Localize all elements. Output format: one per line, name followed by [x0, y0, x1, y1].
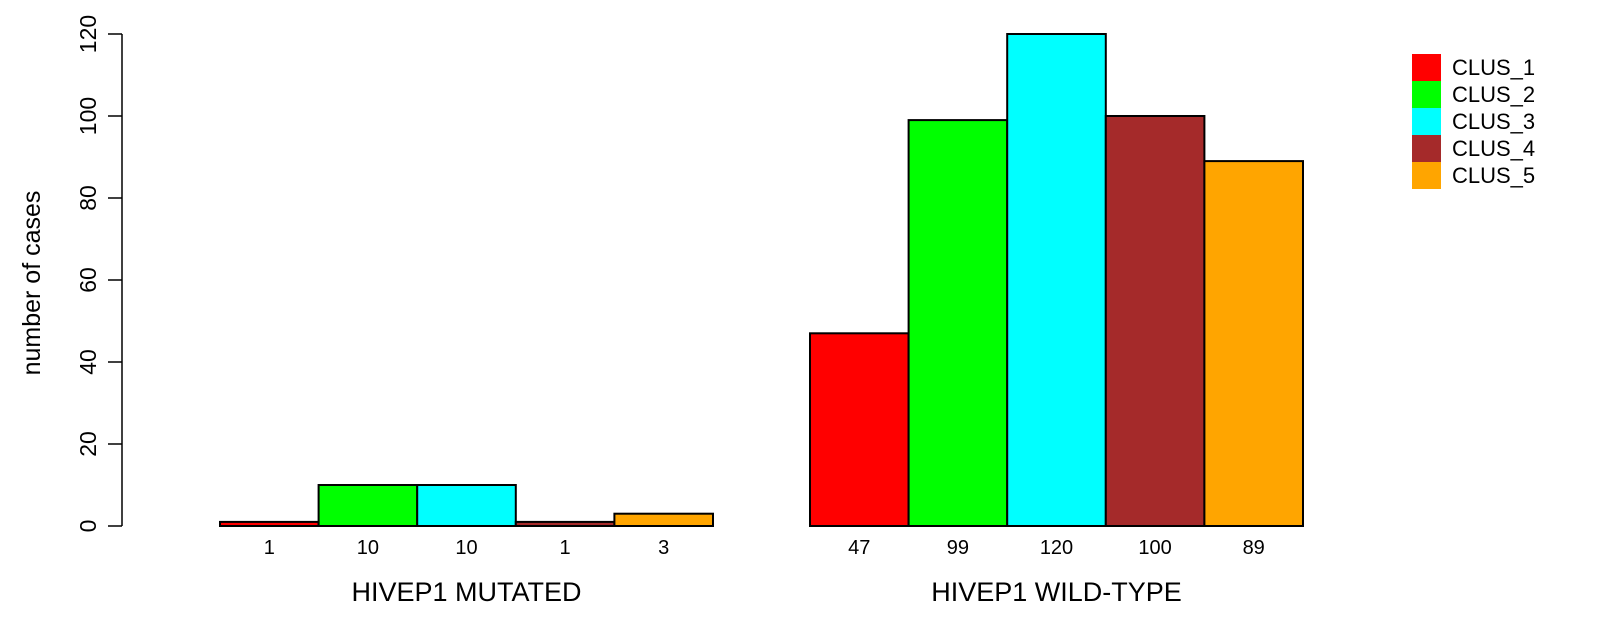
- bar: [1006, 33, 1107, 527]
- bar: [514, 520, 616, 528]
- y-tick-label: 100: [75, 97, 101, 135]
- bar: [416, 484, 517, 527]
- legend-swatch: [1412, 54, 1441, 81]
- legend-label: CLUS_2: [1452, 82, 1535, 107]
- legend-label: CLUS_5: [1452, 163, 1535, 188]
- y-tick-label: 40: [75, 349, 101, 375]
- bar-value-label: 100: [1138, 537, 1171, 559]
- y-axis: 0 20 40 60 80 100 120: [75, 15, 123, 533]
- y-tick-label: 120: [75, 15, 101, 53]
- bar: [907, 119, 1009, 527]
- bar-value-label: 120: [1040, 537, 1073, 559]
- legend-label: CLUS_1: [1452, 55, 1535, 80]
- bar-value-label: 99: [947, 537, 969, 559]
- legend-swatch: [1412, 162, 1441, 189]
- legend-label: CLUS_4: [1452, 136, 1535, 161]
- y-tick-label: 20: [75, 431, 101, 457]
- bar-value-label: 10: [357, 537, 379, 559]
- group-label: HIVEP1 MUTATED: [351, 577, 581, 607]
- bar-value-label: 1: [560, 537, 571, 559]
- y-tick-label: 60: [75, 267, 101, 293]
- y-tick-label: 80: [75, 185, 101, 211]
- bar-value-label: 89: [1243, 537, 1265, 559]
- bar-value-label: 3: [658, 537, 669, 559]
- bar: [317, 484, 419, 527]
- group-label: HIVEP1 WILD-TYPE: [931, 577, 1182, 607]
- bar-value-label: 10: [455, 537, 477, 559]
- bar-value-label: 1: [264, 537, 275, 559]
- y-axis-title: number of cases: [18, 191, 46, 376]
- legend-label: CLUS_3: [1452, 109, 1535, 134]
- bar: [219, 520, 320, 528]
- bar: [1203, 160, 1305, 527]
- bar: [809, 332, 910, 527]
- legend-swatch: [1412, 135, 1441, 162]
- bar: [1104, 115, 1206, 527]
- bar-value-label: 47: [848, 537, 870, 559]
- bars: 1 10 10 1 3 HIVEP1 MUTATED 47 99 120 100 89 HIVEP1 …: [219, 33, 1305, 607]
- y-tick-label: 0: [75, 520, 101, 533]
- bar: [613, 512, 715, 528]
- legend-swatch: [1412, 81, 1441, 108]
- legend-swatch: [1412, 108, 1441, 135]
